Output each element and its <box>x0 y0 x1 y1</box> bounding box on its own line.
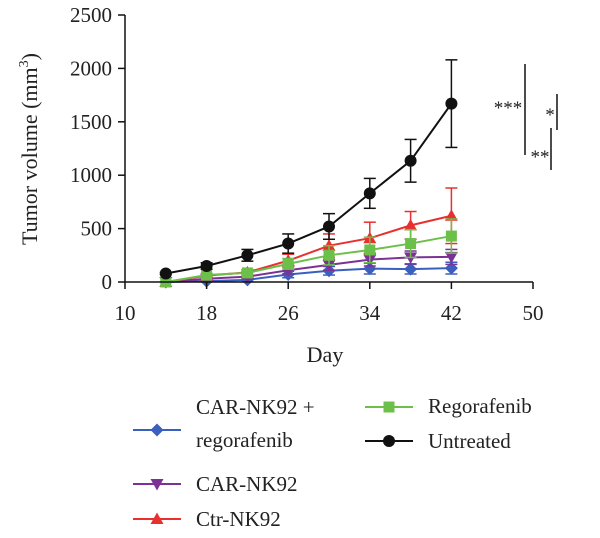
significance-label: * <box>545 105 555 126</box>
series-line <box>165 267 452 283</box>
y-axis-title-close: ) <box>17 53 42 60</box>
y-tick-label: 0 <box>102 270 113 294</box>
series-line <box>165 235 452 283</box>
data-point <box>241 267 253 279</box>
data-point <box>159 267 172 280</box>
plot-area <box>159 59 458 289</box>
axes: 0 500 1000 1500 2000 2500 10 18 26 34 42 50 Day Tumor… <box>17 3 544 367</box>
y-tick-label: 2500 <box>70 3 112 27</box>
legend-label: Ctr-NK92 <box>196 507 281 531</box>
legend-item: Untreated <box>365 429 511 453</box>
series-line <box>165 103 453 275</box>
legend-item: CAR-NK92 <box>133 472 298 496</box>
y-tick-label: 1000 <box>70 163 112 187</box>
data-point <box>363 187 376 200</box>
data-point <box>445 97 458 110</box>
x-tick-label: 26 <box>278 301 299 325</box>
legend-swatch-marker <box>383 401 395 413</box>
data-point <box>323 220 335 233</box>
legend-item: Regorafenib <box>365 394 532 418</box>
data-point <box>444 209 458 221</box>
data-point <box>241 249 254 262</box>
legend-swatch-marker <box>150 423 164 437</box>
significance-label: *** <box>494 98 523 119</box>
legend-swatch-marker <box>383 435 395 447</box>
x-tick-label: 10 <box>115 301 136 325</box>
y-tick-label: 500 <box>81 217 113 241</box>
data-point <box>282 258 294 270</box>
data-point <box>445 230 457 242</box>
legend-swatch-marker <box>150 512 164 524</box>
legend-item: Ctr-NK92 <box>133 507 281 531</box>
data-point <box>323 249 335 261</box>
legend-label: CAR-NK92 + <box>196 395 315 419</box>
data-point <box>444 251 458 264</box>
legend-swatch-marker <box>150 479 164 491</box>
data-point <box>404 154 417 167</box>
significance-label: ** <box>531 147 550 168</box>
legend-label: regorafenib <box>196 428 293 452</box>
legend-label: Untreated <box>428 429 511 453</box>
x-tick-label: 50 <box>523 301 544 325</box>
x-tick-label: 34 <box>359 301 381 325</box>
series-line <box>165 255 452 283</box>
y-tick-label: 2000 <box>70 56 112 80</box>
data-point <box>404 218 418 231</box>
y-axis-title-superscript: 3 <box>17 60 32 67</box>
y-axis-title-main: Tumor volume (mm <box>17 67 42 245</box>
significance-brackets: *** *** <box>494 64 558 170</box>
y-axis-title: Tumor volume (mm3) <box>17 53 42 245</box>
data-point <box>201 269 213 281</box>
data-point <box>282 237 295 250</box>
data-point <box>405 238 417 250</box>
x-tick-label: 42 <box>441 301 462 325</box>
data-point <box>200 259 213 272</box>
legend: CAR-NK92 + regorafenib CAR-NK92 Ctr-NK92 Reg… <box>133 394 532 531</box>
legend-item: CAR-NK92 + regorafenib <box>133 395 315 452</box>
x-axis-title: Day <box>307 342 344 367</box>
legend-label: CAR-NK92 <box>196 472 298 496</box>
series-untreated <box>159 59 458 280</box>
data-point <box>364 244 376 256</box>
y-tick-label: 1500 <box>70 110 112 134</box>
data-point <box>404 262 418 276</box>
legend-label: Regorafenib <box>428 394 532 418</box>
x-tick-label: 18 <box>196 301 217 325</box>
